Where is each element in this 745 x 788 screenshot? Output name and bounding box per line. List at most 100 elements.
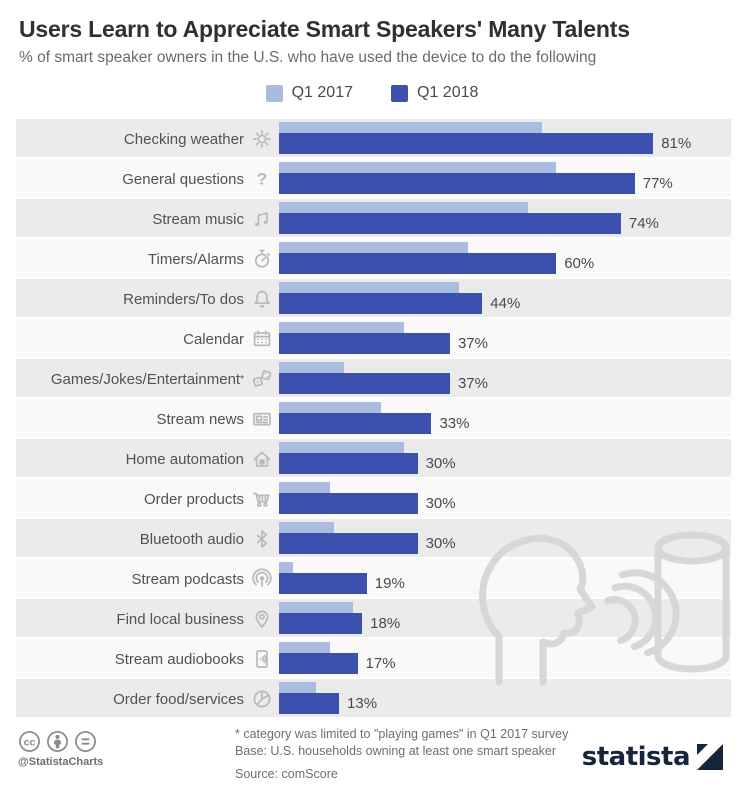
bar-q1-2018	[279, 613, 363, 634]
cc-license-block: cc @StatistaCharts	[18, 730, 123, 768]
value-label: 30%	[425, 495, 456, 512]
bar-q1-2018	[279, 493, 418, 514]
bar-group: 81%	[279, 119, 731, 159]
chart-row: Order food/services 13%	[16, 679, 731, 719]
bar-q1-2017	[279, 482, 330, 493]
bell-icon	[244, 279, 279, 319]
value-label: 13%	[347, 695, 378, 712]
value-label: 19%	[374, 575, 405, 592]
bar-q1-2018	[279, 213, 621, 234]
value-label: 44%	[490, 295, 521, 312]
chart-row: Games/Jokes/Entertainment * 37%	[16, 359, 731, 399]
chart-row: Stream audiobooks 17%	[16, 639, 731, 679]
bar-q1-2017	[279, 602, 353, 613]
statista-logo-icon	[697, 744, 723, 770]
value-label: 77%	[642, 175, 673, 192]
bar-group: 30%	[279, 519, 731, 559]
source-note: Source: comScore	[235, 766, 338, 781]
food-plate-icon	[244, 679, 279, 719]
row-label: Home automation	[125, 450, 244, 468]
legend: Q1 2017 Q1 2018	[19, 82, 725, 104]
chart-row: Stream podcasts 19%	[16, 559, 731, 599]
music-notes-icon	[244, 199, 279, 239]
bar-q1-2018	[279, 413, 432, 434]
bar-q1-2017	[279, 442, 404, 453]
bar-q1-2018	[279, 133, 654, 154]
row-label: Stream news	[156, 410, 244, 428]
cc-nd-icon	[75, 731, 96, 752]
value-label: 74%	[628, 215, 659, 232]
bar-group: 37%	[279, 359, 731, 399]
row-label: Bluetooth audio	[139, 530, 244, 548]
bluetooth-icon	[244, 519, 279, 559]
newspaper-icon	[244, 399, 279, 439]
legend-swatch-2017	[265, 84, 283, 102]
svg-text:cc: cc	[24, 736, 36, 748]
base-note: Base: U.S. households owning at least on…	[235, 743, 557, 758]
row-label: Stream podcasts	[131, 570, 244, 588]
bar-q1-2017	[279, 402, 381, 413]
bar-q1-2017	[279, 522, 335, 533]
row-background-band	[16, 679, 731, 717]
cc-icon: cc	[19, 731, 40, 752]
bar-group: 18%	[279, 599, 731, 639]
house-icon	[244, 439, 279, 479]
podcast-icon	[244, 559, 279, 599]
bar-group: 74%	[279, 199, 731, 239]
page-title: Users Learn to Appreciate Smart Speakers…	[19, 16, 630, 42]
statista-logo: statista	[582, 742, 723, 772]
bar-group: 37%	[279, 319, 731, 359]
chart-notes: * category was limited to "playing games…	[235, 726, 568, 783]
value-label: 37%	[457, 375, 488, 392]
value-label: 60%	[564, 255, 595, 272]
chart-row: Stream music 74%	[16, 199, 731, 239]
legend-label-2017: Q1 2017	[291, 84, 353, 102]
row-label: Calendar	[183, 330, 244, 348]
bar-group: 60%	[279, 239, 731, 279]
row-label: Stream music	[152, 210, 244, 228]
shopping-cart-icon	[244, 479, 279, 519]
row-label: Order food/services	[113, 690, 244, 708]
bar-q1-2017	[279, 682, 316, 693]
bar-group: 44%	[279, 279, 731, 319]
footer: cc @StatistaCharts * category was limite…	[0, 724, 745, 788]
chart-row: Calendar 37%	[16, 319, 731, 359]
value-label: 30%	[425, 535, 456, 552]
bar-q1-2018	[279, 373, 450, 394]
dice-icon	[244, 359, 279, 399]
value-label: 37%	[457, 335, 488, 352]
value-label: 18%	[370, 615, 401, 632]
value-label: 17%	[365, 655, 396, 672]
bar-q1-2017	[279, 162, 557, 173]
map-pin-icon	[244, 599, 279, 639]
bar-q1-2017	[279, 362, 344, 373]
row-label: Order products	[143, 490, 244, 508]
footnote: * category was limited to "playing games…	[235, 727, 569, 741]
row-label: Stream audiobooks	[114, 650, 244, 668]
bar-group: 17%	[279, 639, 731, 679]
svg-text:?: ?	[256, 170, 266, 189]
stopwatch-icon	[244, 239, 279, 279]
bar-q1-2018	[279, 653, 358, 674]
value-label: 30%	[425, 455, 456, 472]
row-label: General questions	[122, 170, 244, 188]
question-mark-icon: ?	[244, 159, 279, 199]
bar-q1-2018	[279, 573, 367, 594]
chart-row: Checking weather 81%	[16, 119, 731, 159]
page-subtitle: % of smart speaker owners in the U.S. wh…	[19, 49, 597, 67]
legend-item-q1-2017: Q1 2017	[265, 84, 353, 102]
chart-row: Find local business 18%	[16, 599, 731, 639]
bar-q1-2018	[279, 333, 450, 354]
bar-q1-2018	[279, 173, 635, 194]
bar-q1-2017	[279, 202, 529, 213]
cc-attribution-icon	[47, 731, 68, 752]
statista-charts-handle: @StatistaCharts	[18, 756, 104, 768]
legend-item-q1-2018: Q1 2018	[391, 84, 478, 102]
statista-wordmark: statista	[581, 742, 691, 772]
audiobook-icon	[244, 639, 279, 679]
bar-q1-2018	[279, 253, 557, 274]
bar-q1-2017	[279, 322, 404, 333]
bar-group: 19%	[279, 559, 731, 599]
bar-q1-2018	[279, 693, 340, 714]
bar-chart: Checking weather 81% General questions? 77%…	[16, 119, 731, 719]
